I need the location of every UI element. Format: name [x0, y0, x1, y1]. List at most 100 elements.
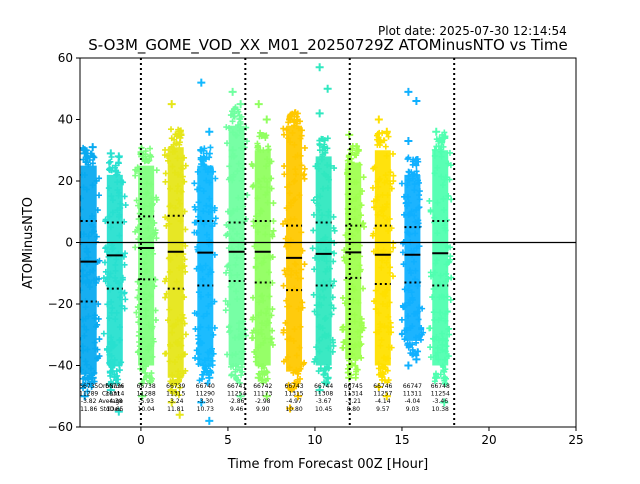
- outlier-point: [374, 115, 383, 124]
- outlier-point: [197, 398, 206, 407]
- x-axis-label: Time from Forecast 00Z [Hour]: [227, 457, 429, 472]
- x-tick-label: 5: [224, 433, 232, 447]
- stat-header-label: Count: [102, 391, 120, 398]
- stat-average: -4.14: [375, 398, 391, 405]
- x-tick-label: 0: [137, 433, 145, 447]
- stat-stdev: 10.45: [315, 406, 332, 413]
- orbit-scatter-66745: [339, 142, 368, 381]
- y-axis-label: ATOMinusNTO: [21, 197, 36, 289]
- y-tick-label: 40: [58, 113, 73, 127]
- plot-date: Plot date: 2025-07-30 12:14:54: [378, 24, 567, 38]
- stat-stdev: 11.86: [80, 406, 97, 413]
- outlier-point: [286, 404, 295, 413]
- stat-count: 11311: [403, 391, 422, 398]
- outlier-point: [404, 137, 413, 146]
- stat-orbit: 66740: [196, 383, 215, 390]
- stat-orbit: 66739: [166, 383, 185, 390]
- orbit-scatter-66736: [100, 153, 129, 387]
- orbit-scatter-66740: [191, 144, 219, 387]
- stat-average: -4.97: [286, 398, 302, 405]
- outlier-point: [175, 127, 184, 136]
- orbit-points-66747: [398, 87, 427, 370]
- orbit-points-66743: [280, 109, 308, 413]
- outlier-point: [80, 149, 89, 158]
- outlier-point: [412, 97, 421, 106]
- outlier-point: [440, 398, 449, 407]
- outlier-point: [374, 383, 383, 392]
- outlier-point: [167, 398, 176, 407]
- stat-average: -3.67: [316, 398, 332, 405]
- stat-stdev: 10.65: [106, 406, 123, 413]
- stat-average: -3.46: [432, 398, 448, 405]
- outlier-point: [345, 373, 354, 382]
- outlier-point: [114, 407, 123, 416]
- orbit-points-66742: [248, 100, 277, 401]
- x-axis-ticks: 0 5 10 15 20 25: [137, 427, 584, 447]
- outlier-point: [80, 392, 89, 401]
- outlier-point: [323, 84, 332, 93]
- outlier-point: [382, 127, 391, 136]
- stat-orbit: 66736: [105, 383, 124, 390]
- outlier-point: [197, 78, 206, 87]
- orbit-points-66735: [80, 143, 103, 401]
- stat-orbit: 66748: [431, 383, 450, 390]
- outlier-point: [167, 100, 176, 109]
- outlier-point: [146, 376, 155, 385]
- outlier-point: [197, 146, 206, 155]
- stat-header-label: Average: [98, 398, 123, 405]
- orbit-points-66748: [426, 127, 455, 407]
- stat-average: -4.38: [107, 398, 123, 405]
- stat-orbit: 66735: [79, 383, 98, 390]
- stat-stdev: 10.04: [138, 406, 155, 413]
- plot-area: 6673511289-3.8211.866673611314-4.3810.65…: [79, 58, 576, 427]
- orbit-points-66740: [191, 78, 219, 425]
- outlier-point: [88, 143, 97, 152]
- outlier-point: [412, 355, 421, 364]
- outlier-point: [167, 386, 176, 395]
- stat-count: 11289: [79, 391, 98, 398]
- outlier-point: [294, 392, 303, 401]
- y-tick-label: −60: [48, 420, 73, 434]
- outlier-point: [228, 146, 237, 155]
- stat-orbit: 66744: [314, 383, 333, 390]
- orbit-points-66746: [369, 115, 397, 401]
- stat-stdev: 9.03: [406, 406, 420, 413]
- stat-stdev: 11.81: [167, 406, 184, 413]
- outlier-point: [404, 361, 413, 370]
- x-tick-label: 20: [481, 433, 496, 447]
- outlier-point: [138, 152, 147, 161]
- orbit-points-66741: [222, 87, 251, 401]
- x-tick-label: 10: [307, 433, 322, 447]
- stat-stdev: 10.73: [197, 406, 214, 413]
- orbit-scatter-66746: [369, 129, 397, 386]
- outlier-point: [138, 392, 147, 401]
- stat-count: 11314: [105, 391, 124, 398]
- stat-count: 11290: [196, 391, 215, 398]
- stat-orbit: 66742: [253, 383, 272, 390]
- y-tick-label: −40: [48, 359, 73, 373]
- outlier-point: [262, 392, 271, 401]
- outlier-point: [440, 133, 449, 142]
- stat-orbit: 66747: [403, 383, 422, 390]
- orbit-scatter-66735: [80, 144, 103, 395]
- orbit-points-66739: [161, 100, 189, 419]
- y-tick-label: −20: [48, 297, 73, 311]
- stat-average: -2.98: [255, 398, 271, 405]
- stat-orbit: 66746: [373, 383, 392, 390]
- stat-average: -3.30: [198, 398, 214, 405]
- stat-stdev: 10.38: [432, 406, 449, 413]
- outlier-point: [205, 127, 214, 136]
- stat-count: 11254: [227, 391, 246, 398]
- stat-average: -5.93: [138, 398, 154, 405]
- plot-series: [80, 63, 455, 425]
- orbit-stats: 6673511289-3.8211.866673611314-4.3810.65…: [79, 383, 450, 413]
- stat-average: -4.04: [405, 398, 421, 405]
- stat-count: 11315: [285, 391, 304, 398]
- outlier-point: [323, 373, 332, 382]
- outlier-point: [262, 115, 271, 124]
- stat-stdev: 9.90: [256, 406, 270, 413]
- orbit-band-66741: [228, 125, 245, 366]
- stat-count: 11308: [314, 391, 333, 398]
- stat-orbit: 66738: [137, 383, 156, 390]
